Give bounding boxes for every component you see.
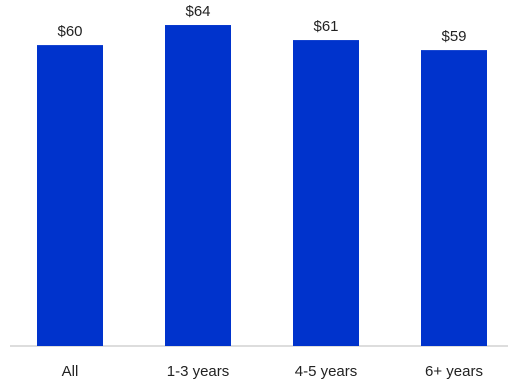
- data-label-2: $61: [313, 18, 338, 35]
- x-tick-label-1: 1-3 years: [167, 363, 230, 380]
- bar-3: [421, 50, 487, 347]
- bar-2: [293, 40, 359, 347]
- bar-series: [37, 25, 487, 347]
- bar-1: [165, 25, 231, 346]
- data-label-0: $60: [57, 23, 82, 40]
- x-tick-label-2: 4-5 years: [295, 363, 358, 380]
- x-tick-label-0: All: [62, 363, 79, 380]
- data-labels: $60 $64 $61 $59: [57, 3, 466, 45]
- data-label-1: $64: [185, 3, 210, 20]
- bar-0: [37, 45, 103, 346]
- x-tick-labels: All 1-3 years 4-5 years 6+ years: [62, 363, 483, 380]
- x-tick-label-3: 6+ years: [425, 363, 483, 380]
- data-label-3: $59: [441, 28, 466, 45]
